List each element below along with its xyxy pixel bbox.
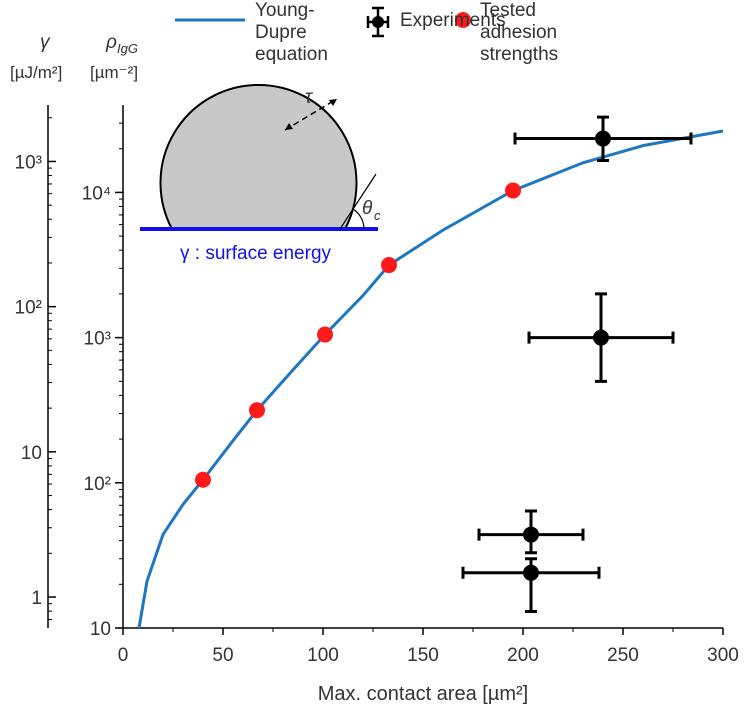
y2-title: γ — [40, 32, 51, 53]
legend-label: Experiments — [400, 10, 506, 31]
y-unit: [µm⁻²] — [90, 63, 138, 82]
y2-tick-label: 10 — [21, 443, 42, 464]
experiment-point — [523, 526, 539, 543]
angle-arc — [352, 208, 365, 230]
surface-label: γ : surface energy — [180, 243, 332, 264]
legend-label: Young-Dupre equation — [255, 0, 328, 65]
x-tick-label: 200 — [507, 645, 539, 666]
x-title: Max. contact area [µm²] — [318, 683, 528, 705]
x-tick-label: 300 — [707, 645, 739, 666]
x-tick-label: 250 — [607, 645, 639, 666]
experiment-point — [593, 329, 609, 346]
experiment-point — [523, 564, 539, 581]
tested-point — [317, 326, 333, 343]
y-title-sub: IgG — [117, 41, 138, 56]
experiment-point — [595, 130, 611, 147]
y2-tick-label: 1 — [31, 588, 42, 609]
y-tick-label: 10⁴ — [82, 183, 111, 204]
tested-point — [381, 257, 397, 274]
y2-unit: [µJ/m²] — [10, 63, 62, 82]
tested-point — [505, 182, 521, 199]
legend-swatch — [455, 12, 471, 28]
tau-arrowheads — [285, 99, 337, 130]
contact-angle-line — [339, 173, 377, 230]
tau-label: τ — [305, 87, 314, 108]
curve — [137, 129, 724, 629]
y-tick-label: 10 — [90, 619, 111, 640]
tested-point — [249, 402, 265, 419]
x-tick-label: 0 — [118, 645, 129, 666]
y-tick-label: 10² — [84, 474, 111, 495]
y2-tick-label: 10² — [15, 298, 42, 319]
legend-swatch — [372, 16, 384, 28]
x-tick-label: 150 — [407, 645, 439, 666]
theta-sub: c — [374, 208, 381, 223]
tested-point — [195, 471, 211, 488]
y2-tick-label: 10³ — [15, 152, 42, 173]
droplet — [159, 84, 358, 230]
x-tick-label: 50 — [212, 645, 233, 666]
legend-label: Tested adhesion strengths — [480, 0, 559, 65]
x-tick-label: 100 — [307, 645, 339, 666]
theta-label: θ — [362, 198, 373, 219]
y-tick-label: 10³ — [84, 329, 111, 350]
y-title: ρ — [105, 32, 117, 53]
